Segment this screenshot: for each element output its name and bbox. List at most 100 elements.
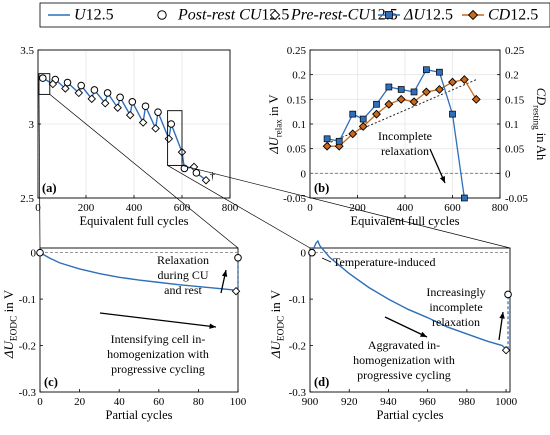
post-rest-cu-marker	[234, 253, 242, 262]
tick-label-x: 600	[444, 202, 461, 214]
du-relax-marker	[385, 83, 393, 91]
series-line-ueodc	[311, 239, 507, 350]
annotation-arrow-d2-head	[420, 331, 427, 337]
annotation-text: Aggravated in-	[368, 338, 440, 352]
tick-label-y-right: 0.15	[505, 94, 525, 106]
connector-line	[49, 94, 239, 249]
tick-label-x: 400	[397, 202, 414, 214]
y-axis-label-right-main: CD	[534, 88, 548, 105]
pre-rest-cu-marker	[61, 84, 70, 93]
annotation-arrow-c2	[99, 312, 217, 328]
post-rest-cu-marker	[192, 169, 201, 177]
dagger-mark: †	[210, 170, 216, 182]
y-axis-label-right: CDresting in Ah	[532, 88, 549, 161]
pre-rest-cu-marker	[100, 99, 110, 108]
panel-label: (b)	[314, 181, 329, 195]
du-relax-marker	[410, 88, 418, 96]
annotation-incomplete: Incomplete	[378, 129, 432, 143]
middle-sub: 13	[12, 0, 28, 4]
legend-entry: CD12.5	[462, 7, 538, 24]
start-sub: 12.5	[86, 7, 114, 24]
y-axis-unit-right: in Ah	[534, 130, 548, 161]
cd-resting-marker	[372, 109, 381, 119]
tick-label-y: 0.25	[287, 45, 307, 57]
y-axis-label: ΔUEODC in V	[1, 289, 20, 359]
annotation-text: homogenization with	[107, 347, 209, 361]
du-relax-marker	[449, 110, 456, 118]
pre-rest-cu-marker	[125, 110, 135, 120]
tick-label-x: 0	[37, 396, 43, 408]
tick-label-x: 920	[341, 396, 358, 408]
du-relax-marker	[436, 68, 443, 76]
du-relax-marker	[359, 115, 367, 123]
tick-label-y: 3.5	[20, 45, 34, 57]
cd-resting-marker	[396, 94, 406, 104]
middle: U13	[0, 0, 28, 4]
annotation-relaxation: relaxation	[381, 144, 429, 158]
tick-label-x: 800	[222, 202, 239, 214]
panel-label: (d)	[314, 375, 329, 389]
y-axis-label-right-sub: resting	[532, 105, 542, 130]
pre-rest-cu-marker	[74, 88, 84, 98]
post-rest-cu-marker	[36, 248, 44, 257]
annotation-text: and rest	[164, 283, 202, 297]
tick-label-x: 960	[419, 396, 436, 408]
y-axis-label-sub: EODC	[10, 316, 20, 341]
start: ΔU12.5	[403, 7, 453, 24]
annotation-text: Intensifying cell in-	[111, 332, 206, 346]
tick-label-y-right: 0.25	[505, 45, 525, 57]
tick-label-x: 20	[74, 396, 86, 408]
start-main: Post-rest CU	[177, 7, 263, 24]
post-rest-cu-marker	[141, 102, 150, 111]
y-axis-unit-left: in V	[267, 94, 281, 119]
x-axis-label: Equivalent full cycles	[351, 214, 460, 228]
cd-resting-marker	[421, 87, 431, 97]
annotation-text: relaxation	[432, 315, 480, 329]
post-rest-cu-marker	[103, 89, 112, 97]
cd-resting-marker	[322, 141, 332, 151]
annotation-text: progressive cycling	[111, 362, 205, 376]
pre-rest-cu-marker	[501, 345, 511, 355]
connector-line	[167, 165, 311, 249]
tick-label-x: 1000	[495, 396, 518, 408]
legend-diamond-marker	[467, 9, 479, 21]
start-main: Pre-rest-CU	[290, 7, 371, 24]
tick-label-y-right: 0.2	[505, 70, 519, 82]
post-rest-cu-marker	[77, 81, 85, 90]
pre-rest-cu-marker	[151, 124, 160, 133]
tick-label-x: 900	[302, 396, 319, 408]
tick-label-x: 600	[174, 202, 191, 214]
start-main: U	[74, 7, 87, 24]
post-rest-cu-marker	[308, 248, 316, 257]
tick-label-y: 0	[31, 248, 37, 260]
y-axis-label-sub: EODC	[277, 316, 287, 341]
tick-label-y: -0.2	[289, 341, 306, 353]
post-rest-cu-marker	[154, 108, 162, 116]
annotation-text: progressive cycling	[357, 368, 451, 382]
tick-label-y: 0.2	[292, 70, 306, 82]
cd-resting-marker	[334, 141, 344, 151]
du-relax-marker	[461, 194, 468, 202]
tick-label-x: 0	[35, 202, 41, 214]
annotation-text: homogenization with	[353, 353, 455, 367]
axes-frame	[309, 247, 511, 393]
du-relax-marker	[335, 137, 343, 145]
du-relax-marker	[423, 66, 430, 74]
legend-circle-marker	[157, 10, 167, 20]
pre-rest-cu-marker	[138, 118, 148, 127]
annotation-arrow-d1-head	[499, 312, 505, 319]
panel-a: 0 200 400 600 800 2.5 3 3.5 Equivalent full cycl…	[0, 0, 239, 228]
du-relax-marker	[373, 100, 380, 108]
start-sub: 12.5	[510, 7, 538, 24]
tick-label-x: 80	[193, 396, 205, 408]
tick-label-y: 3	[29, 119, 35, 131]
legend-entry: ΔU12.5	[378, 7, 453, 24]
tick-label-y-right: 0.1	[505, 119, 519, 131]
start-main: CD	[488, 7, 511, 24]
zoom-box-late	[167, 110, 183, 166]
start-main: ΔU	[403, 7, 426, 24]
tick-label-x: 60	[153, 396, 165, 408]
y-axis-unit: in V	[1, 289, 16, 315]
legend-entry: Post-rest CU12.5	[157, 7, 289, 24]
